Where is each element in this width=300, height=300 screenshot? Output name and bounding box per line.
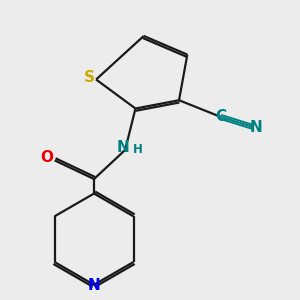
Text: N: N (88, 278, 100, 293)
Text: C: C (215, 109, 226, 124)
Text: S: S (84, 70, 95, 85)
Text: N: N (117, 140, 129, 155)
Text: N: N (249, 120, 262, 135)
Text: O: O (40, 150, 54, 165)
Text: H: H (133, 143, 142, 156)
